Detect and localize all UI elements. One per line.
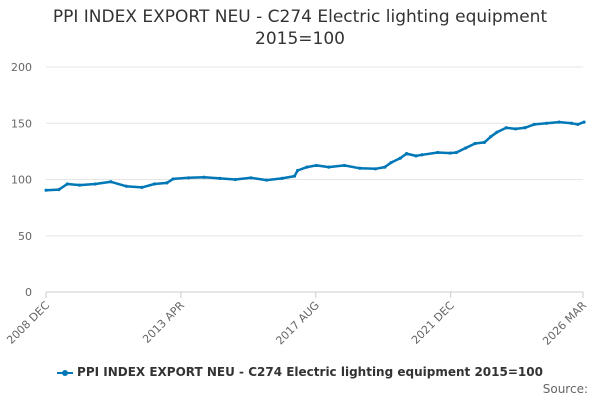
data-point[interactable] [582, 120, 586, 124]
data-point[interactable] [389, 161, 393, 165]
data-point[interactable] [495, 130, 499, 134]
data-point[interactable] [464, 146, 468, 150]
data-point[interactable] [448, 151, 452, 155]
data-point[interactable] [280, 176, 284, 180]
x-tick-label: 2026 MAR [540, 299, 589, 348]
data-point[interactable] [454, 150, 459, 155]
data-point[interactable] [78, 183, 82, 187]
data-point[interactable] [57, 188, 61, 192]
data-point[interactable] [569, 121, 574, 125]
chart-subtitle: 2015=100 [255, 29, 345, 49]
data-point[interactable] [292, 174, 297, 178]
x-tick-label: 2013 APR [140, 299, 187, 346]
data-point[interactable] [404, 152, 409, 156]
grid-lines [46, 66, 583, 237]
data-point[interactable] [233, 177, 237, 182]
x-tick-label: 2008 DEC [4, 299, 52, 347]
data-point[interactable] [358, 166, 362, 170]
data-point[interactable] [398, 156, 402, 160]
data-point[interactable] [171, 177, 175, 181]
data-point[interactable] [109, 180, 113, 184]
data-point[interactable] [513, 127, 518, 131]
data-point[interactable] [187, 176, 191, 180]
data-point[interactable] [165, 181, 169, 185]
legend[interactable]: PPI INDEX EXPORT NEU - C274 Electric lig… [0, 365, 600, 379]
data-point[interactable] [264, 178, 269, 182]
y-tick-label: 100 [11, 174, 32, 187]
data-point[interactable] [327, 165, 331, 169]
data-point[interactable] [436, 150, 440, 155]
data-point[interactable] [373, 167, 378, 171]
data-point[interactable] [65, 182, 69, 186]
data-point[interactable] [576, 122, 580, 126]
y-tick-label: 150 [11, 117, 32, 130]
y-tick-label: 200 [11, 61, 32, 74]
data-point[interactable] [305, 165, 309, 169]
x-tick-label: 2017 AUG [273, 299, 322, 348]
data-point[interactable] [557, 120, 561, 124]
axes [45, 291, 584, 298]
data-point[interactable] [342, 163, 346, 168]
data-point[interactable] [93, 182, 97, 186]
data-point[interactable] [482, 140, 487, 144]
data-point[interactable] [489, 135, 493, 139]
data-point[interactable] [420, 153, 424, 157]
chart-title-line: PPI INDEX EXPORT NEU - C274 Electric lig… [52, 7, 548, 27]
data-point[interactable] [218, 176, 222, 180]
y-tick-label: 50 [18, 230, 32, 243]
data-point[interactable] [383, 165, 387, 169]
data-point[interactable] [296, 168, 300, 173]
data-point[interactable] [545, 121, 549, 125]
legend-line-icon [57, 368, 74, 378]
data-point[interactable] [473, 141, 477, 146]
chart-title: PPI INDEX EXPORT NEU - C274 Electric lig… [0, 6, 600, 50]
data-point[interactable] [249, 176, 253, 180]
data-point[interactable] [152, 182, 157, 186]
x-tick-label: 2021 DEC [409, 299, 457, 347]
tick-labels: 0 50 100 150 200 2008 DEC 2013 APR 2017 AUG 2021… [4, 61, 589, 348]
legend-label: PPI INDEX EXPORT NEU - C274 Electric lig… [77, 365, 543, 379]
data-point[interactable] [44, 188, 48, 192]
data-point[interactable] [314, 163, 318, 168]
series-layer [44, 120, 586, 192]
data-point[interactable] [504, 126, 508, 130]
data-point[interactable] [202, 175, 206, 179]
data-point[interactable] [523, 126, 527, 130]
data-point[interactable] [140, 185, 144, 189]
y-tick-label: 0 [25, 286, 32, 299]
data-point[interactable] [414, 154, 418, 158]
data-point[interactable] [124, 184, 129, 188]
data-point[interactable] [532, 122, 536, 126]
source-label: Source: [542, 382, 588, 396]
